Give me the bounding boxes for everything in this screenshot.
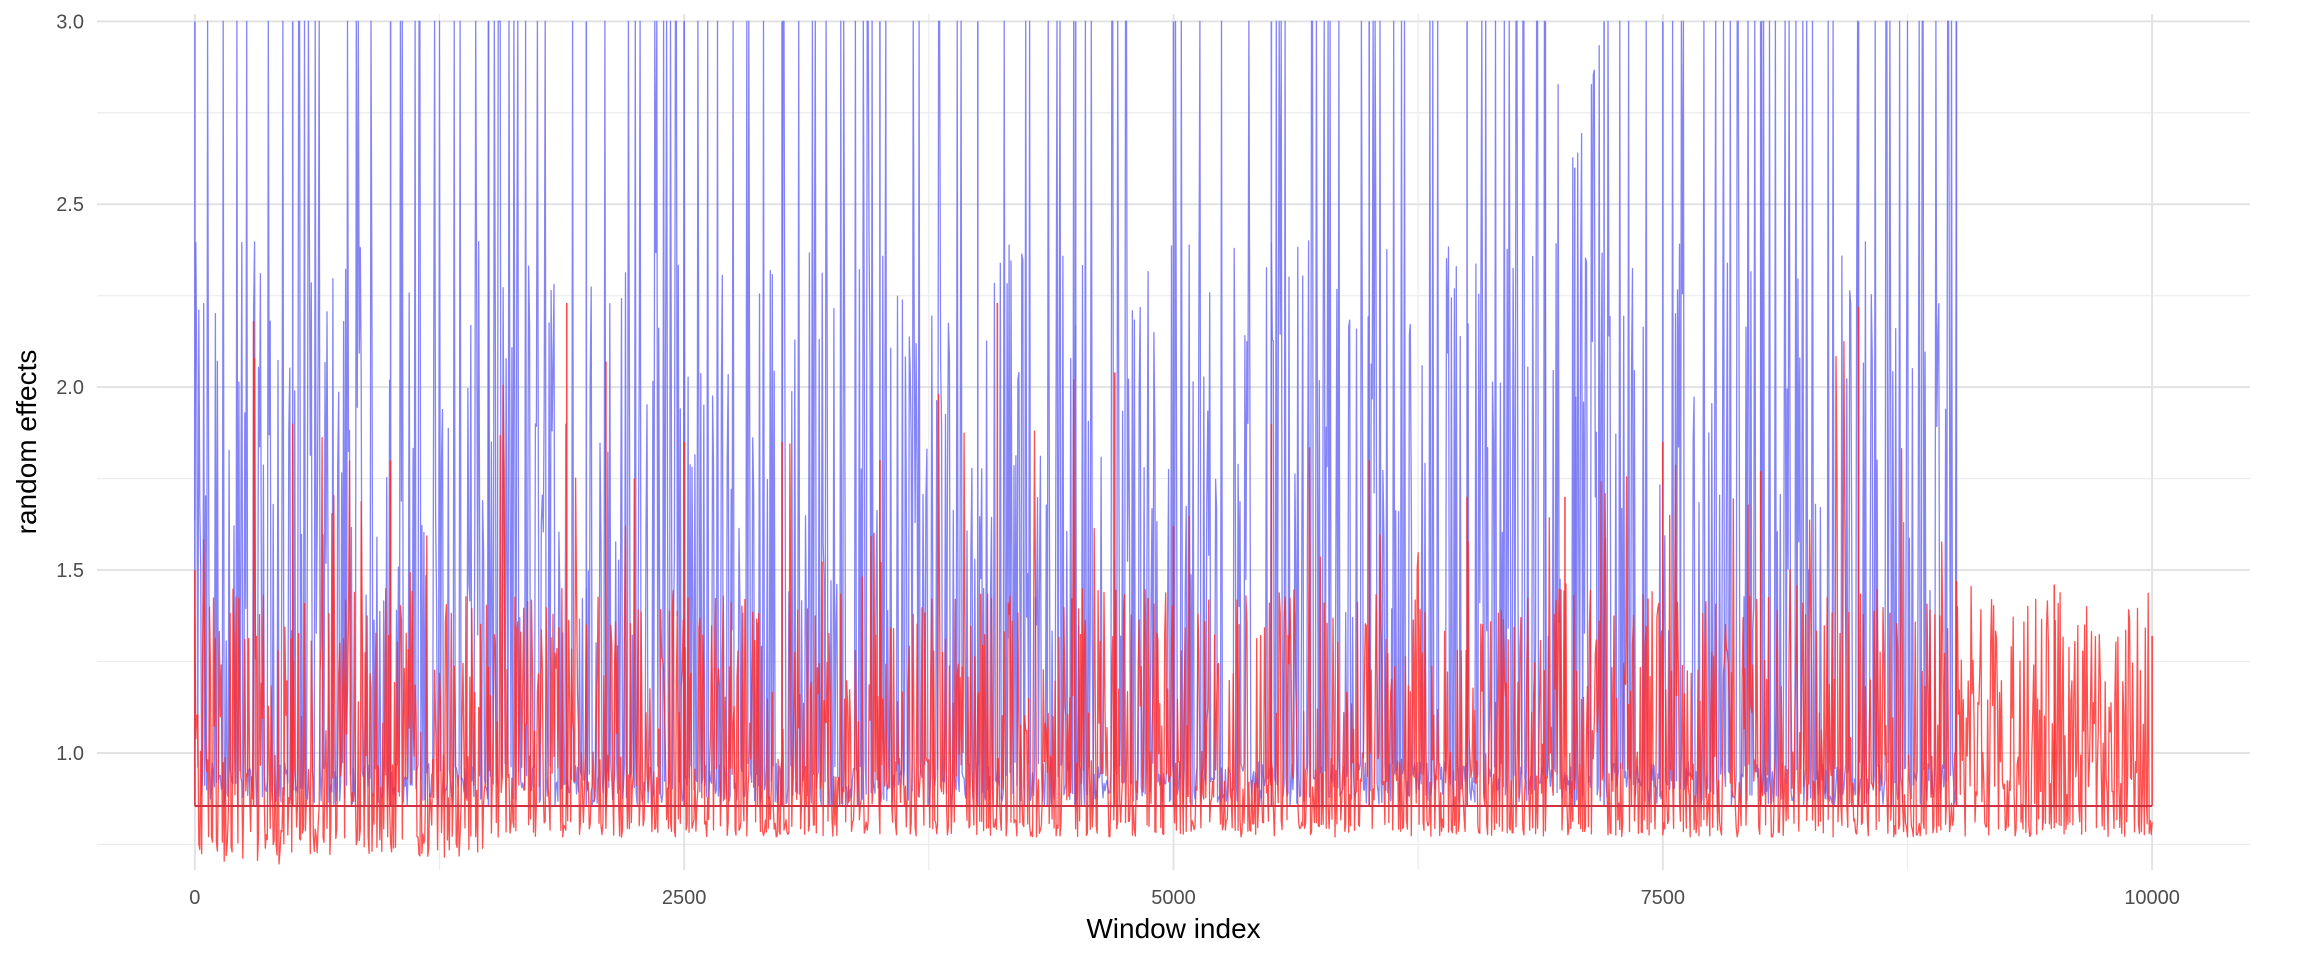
x-axis-title: Window index <box>1086 913 1260 944</box>
y-tick-label: 2.0 <box>56 377 84 399</box>
series-layer <box>194 20 2153 865</box>
x-tick-label: 5000 <box>1151 887 1196 909</box>
x-tick-label: 0 <box>189 887 200 909</box>
x-tick-label: 7500 <box>1641 887 1686 909</box>
y-axis-title: random effects <box>11 350 42 535</box>
y-tick-label: 3.0 <box>56 11 84 33</box>
y-tick-label: 1.0 <box>56 743 84 765</box>
axes: 0 2500 5000 7500 10000 1.0 1.5 2.0 2.5 3.0 Window … <box>11 11 2180 944</box>
y-tick-label: 1.5 <box>56 560 84 582</box>
y-tick-label: 2.5 <box>56 194 84 216</box>
x-tick-label: 2500 <box>662 887 707 909</box>
x-tick-label: 10000 <box>2124 887 2180 909</box>
